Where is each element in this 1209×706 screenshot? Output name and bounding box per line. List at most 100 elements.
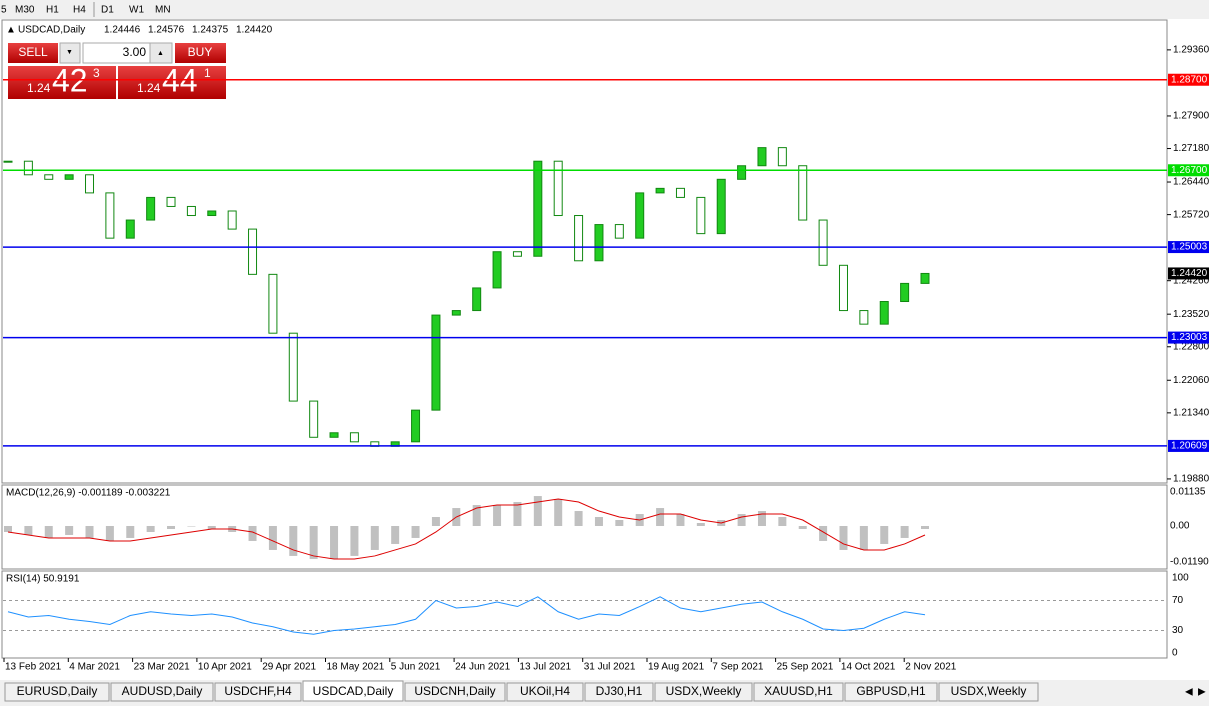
tab-scroll-left[interactable]: ◀	[1185, 687, 1193, 698]
rsi-tick-label: 70	[1172, 595, 1184, 606]
tab[interactable]	[938, 682, 1039, 702]
timeframe-button[interactable]: H4	[73, 5, 86, 16]
tab[interactable]	[110, 682, 214, 702]
candle	[85, 174, 95, 194]
candle	[64, 174, 74, 180]
rsi-tick-label: 0	[1172, 648, 1178, 659]
macd-bar	[126, 525, 135, 538]
candle	[818, 219, 828, 266]
tab-label[interactable]: AUDUSD,Daily	[122, 684, 203, 698]
macd-bar	[696, 523, 705, 526]
y-tick-label: 1.23520	[1173, 309, 1209, 320]
macd-bar	[472, 505, 481, 526]
candle	[696, 196, 706, 235]
y-tick-label: 1.22800	[1173, 341, 1209, 352]
timeframe-button[interactable]: 5	[1, 5, 7, 16]
candle	[920, 272, 930, 284]
current-price-label: 1.24420	[1171, 268, 1208, 279]
macd-label: MACD(12,26,9) -0.001189 -0.003221	[6, 488, 171, 499]
tab[interactable]	[844, 682, 938, 702]
candle	[533, 160, 543, 257]
tab-label[interactable]: USDCHF,H4	[224, 684, 292, 698]
candle	[900, 282, 910, 303]
tab-label[interactable]: USDX,Weekly	[666, 684, 742, 698]
timeframe-button[interactable]: M30	[15, 5, 35, 16]
macd-bar	[594, 517, 603, 526]
candle	[635, 192, 645, 239]
macd-bar	[493, 505, 502, 526]
macd-bar	[513, 502, 522, 526]
date-label: 4 Mar 2021	[69, 662, 120, 673]
sell-price-box[interactable]	[8, 66, 116, 99]
macd-signal	[7, 498, 926, 560]
tab[interactable]	[4, 682, 110, 702]
tab-label[interactable]: USDX,Weekly	[951, 684, 1027, 698]
date-label: 18 May 2021	[327, 662, 385, 673]
candle	[472, 287, 482, 312]
macd-bar	[554, 499, 563, 526]
candle	[207, 210, 217, 217]
macd-bar	[350, 525, 359, 556]
macd-bar	[431, 517, 440, 526]
candle	[44, 174, 54, 180]
y-tick-label: 1.26440	[1173, 177, 1209, 188]
tab[interactable]	[214, 682, 302, 702]
macd-bar	[167, 525, 176, 529]
tab[interactable]	[654, 682, 753, 702]
date-label: 31 Jul 2021	[584, 662, 636, 673]
candle	[166, 196, 176, 207]
tab-label[interactable]: GBPUSD,H1	[856, 684, 926, 698]
macd-bar	[207, 525, 216, 529]
tab-label[interactable]: XAUUSD,H1	[764, 684, 833, 698]
date-label: 13 Jul 2021	[519, 662, 571, 673]
current-price-tag	[1168, 267, 1209, 280]
macd-bar	[533, 496, 542, 526]
lots-down-arrow: ▼	[66, 49, 73, 56]
date-label: 7 Sep 2021	[712, 662, 764, 673]
candle	[268, 273, 278, 334]
candle	[594, 224, 604, 262]
sell-button[interactable]	[8, 43, 58, 63]
macd-bar	[798, 525, 807, 529]
macd-bar	[4, 525, 12, 532]
timeframe-button[interactable]: MN	[155, 5, 171, 16]
tab-label[interactable]: EURUSD,Daily	[17, 684, 98, 698]
candle	[451, 310, 461, 316]
date-label: 14 Oct 2021	[841, 662, 896, 673]
tab-label[interactable]: UKOil,H4	[520, 684, 570, 698]
candle	[838, 264, 848, 312]
macd-bar	[737, 514, 746, 526]
macd-bar	[880, 525, 889, 544]
candle	[655, 187, 665, 194]
buy-button[interactable]	[175, 43, 226, 63]
tab-scroll-right[interactable]: ▶	[1198, 687, 1206, 698]
tab[interactable]	[753, 682, 844, 702]
tab[interactable]	[506, 682, 584, 702]
tab[interactable]	[302, 680, 404, 702]
buy-price-box[interactable]	[118, 66, 226, 99]
macd-bar	[859, 525, 868, 550]
candle	[288, 332, 298, 402]
lots-down[interactable]	[59, 42, 81, 64]
macd-tick-label: -0.011904	[1170, 556, 1209, 567]
y-tick-label: 1.27900	[1173, 111, 1209, 122]
candle	[309, 400, 319, 438]
tab-label[interactable]: DJ30,H1	[596, 684, 643, 698]
tab[interactable]	[584, 682, 654, 702]
rsi-panel	[1, 570, 1168, 659]
tab-label[interactable]: USDCAD,Daily	[313, 684, 394, 698]
timeframe-button[interactable]: H1	[46, 5, 59, 16]
timeframe-button[interactable]: D1	[101, 5, 114, 16]
date-label: 19 Aug 2021	[648, 662, 705, 673]
lots-up[interactable]	[149, 42, 173, 64]
header-arrow: ▲	[6, 25, 16, 36]
price-level-tag	[1168, 164, 1209, 177]
candle	[859, 310, 869, 325]
macd-bar	[757, 511, 766, 526]
timeframe-button[interactable]: W1	[129, 5, 144, 16]
candle	[105, 192, 115, 239]
tab-label[interactable]: USDCNH,Daily	[414, 684, 495, 698]
tab[interactable]	[404, 682, 506, 702]
macd-bar	[24, 525, 33, 535]
